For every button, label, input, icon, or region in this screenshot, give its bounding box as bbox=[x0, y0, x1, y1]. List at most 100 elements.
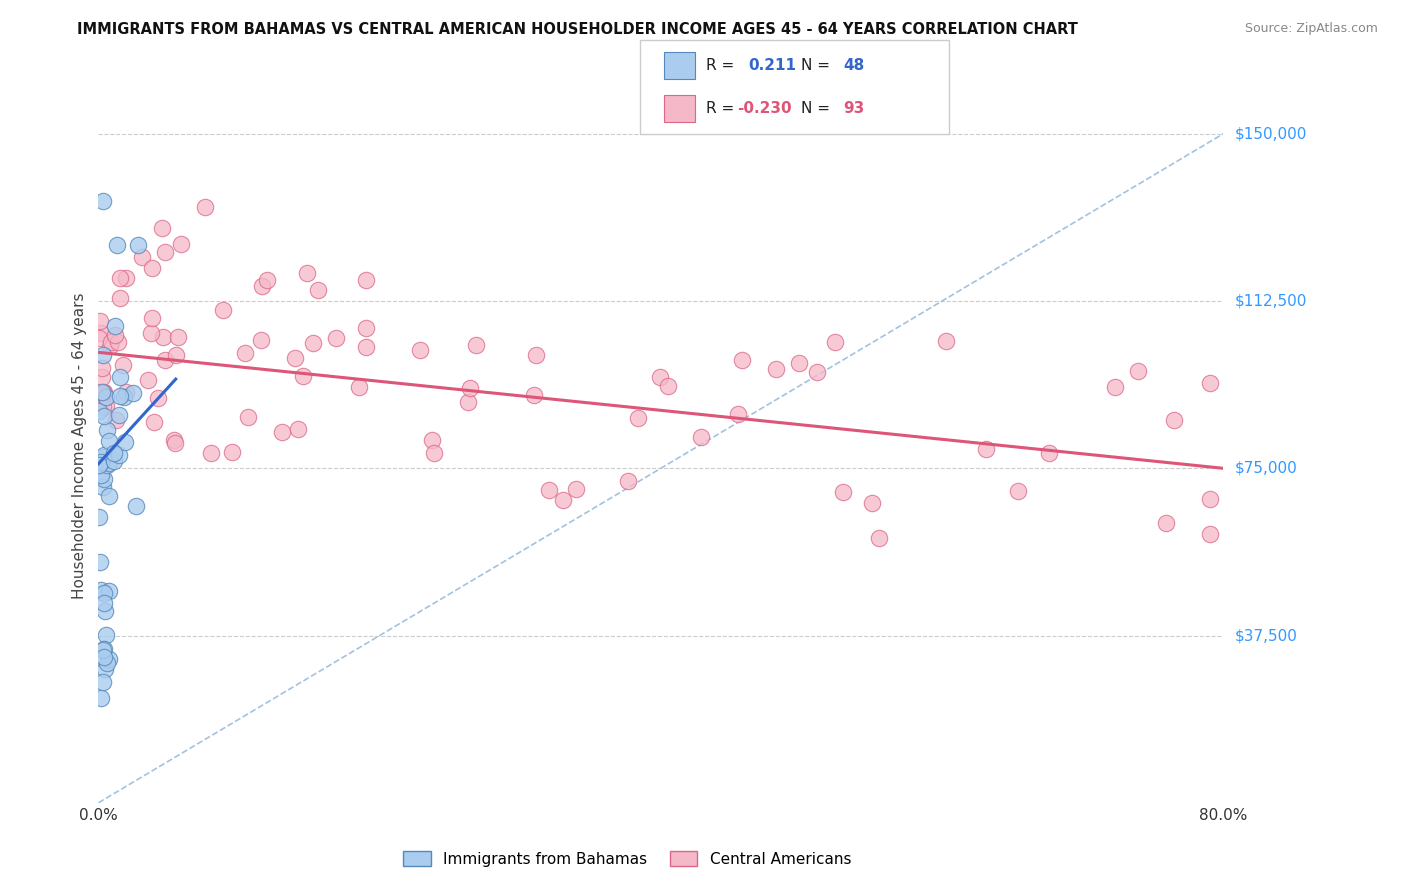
Point bbox=[457, 395, 479, 409]
Point bbox=[163, 433, 186, 447]
Point bbox=[354, 321, 377, 335]
Text: $150,000: $150,000 bbox=[1234, 127, 1306, 141]
Point bbox=[93, 448, 115, 462]
Point bbox=[127, 238, 149, 252]
Point bbox=[98, 489, 121, 503]
Point bbox=[89, 331, 111, 345]
Point bbox=[551, 492, 574, 507]
Point bbox=[90, 690, 112, 705]
Text: $75,000: $75,000 bbox=[1234, 461, 1298, 475]
Point bbox=[1199, 527, 1222, 541]
Point bbox=[727, 407, 749, 421]
Point bbox=[354, 341, 377, 355]
Point bbox=[302, 335, 325, 350]
Point bbox=[96, 656, 118, 670]
Point bbox=[295, 266, 318, 280]
Point bbox=[91, 643, 114, 657]
Point bbox=[565, 482, 588, 496]
Text: $37,500: $37,500 bbox=[1234, 628, 1298, 643]
Text: R =: R = bbox=[706, 58, 740, 73]
Point bbox=[108, 448, 131, 462]
Point bbox=[194, 200, 217, 214]
Point bbox=[110, 271, 132, 285]
Point bbox=[287, 422, 309, 436]
Point bbox=[93, 384, 115, 399]
Text: 48: 48 bbox=[844, 58, 865, 73]
Point bbox=[138, 373, 160, 387]
Point bbox=[233, 345, 256, 359]
Point bbox=[87, 458, 110, 472]
Point bbox=[139, 326, 162, 341]
Point bbox=[98, 339, 121, 353]
Point bbox=[165, 348, 187, 362]
Point bbox=[89, 404, 111, 418]
Point bbox=[90, 455, 112, 469]
Point bbox=[1007, 484, 1029, 499]
Point bbox=[152, 329, 174, 343]
Point bbox=[93, 649, 115, 664]
Point bbox=[91, 385, 114, 400]
Point bbox=[832, 484, 855, 499]
Point bbox=[108, 291, 131, 305]
Point bbox=[104, 318, 127, 333]
Point bbox=[97, 584, 120, 599]
Point bbox=[167, 330, 190, 344]
Point bbox=[90, 467, 112, 482]
Point bbox=[1104, 380, 1126, 394]
Point bbox=[236, 410, 259, 425]
Point bbox=[91, 361, 114, 376]
Point bbox=[1199, 376, 1222, 390]
Text: 93: 93 bbox=[844, 101, 865, 116]
Point bbox=[617, 474, 640, 488]
Point bbox=[94, 399, 117, 413]
Point bbox=[626, 411, 648, 425]
Point bbox=[108, 370, 131, 384]
Point bbox=[96, 423, 118, 437]
Point bbox=[650, 369, 672, 384]
Point bbox=[114, 384, 136, 399]
Point bbox=[284, 351, 307, 365]
Point bbox=[148, 391, 170, 405]
Point bbox=[131, 250, 153, 264]
Point bbox=[108, 408, 131, 422]
Point bbox=[90, 326, 112, 340]
Point bbox=[307, 283, 329, 297]
Point bbox=[141, 311, 163, 326]
Point bbox=[200, 446, 222, 460]
Point bbox=[212, 302, 235, 317]
Point bbox=[690, 430, 713, 444]
Point bbox=[93, 481, 115, 495]
Point bbox=[155, 244, 177, 259]
Point bbox=[97, 456, 120, 470]
Point bbox=[155, 352, 177, 367]
Text: N =: N = bbox=[801, 101, 835, 116]
Point bbox=[787, 356, 810, 370]
Point bbox=[107, 334, 129, 349]
Point bbox=[292, 369, 315, 384]
Point bbox=[170, 236, 193, 251]
Point bbox=[347, 380, 370, 394]
Point bbox=[93, 642, 115, 657]
Point bbox=[105, 238, 128, 252]
Point bbox=[141, 260, 163, 275]
Point bbox=[94, 390, 117, 404]
Text: $112,500: $112,500 bbox=[1234, 293, 1306, 309]
Point bbox=[976, 442, 998, 457]
Point bbox=[165, 436, 187, 450]
Text: -0.230: -0.230 bbox=[737, 101, 792, 116]
Point bbox=[93, 409, 115, 423]
Point bbox=[103, 446, 125, 460]
Text: N =: N = bbox=[801, 58, 835, 73]
Point bbox=[110, 389, 132, 403]
Point bbox=[121, 386, 143, 401]
Point bbox=[91, 348, 114, 362]
Point bbox=[142, 415, 165, 429]
Point bbox=[91, 675, 114, 690]
Legend: Immigrants from Bahamas, Central Americans: Immigrants from Bahamas, Central America… bbox=[404, 851, 851, 866]
Point bbox=[90, 582, 112, 597]
Point bbox=[112, 358, 135, 372]
Point bbox=[524, 347, 547, 361]
Point bbox=[97, 434, 120, 448]
Point bbox=[409, 343, 432, 357]
Point bbox=[460, 381, 482, 395]
